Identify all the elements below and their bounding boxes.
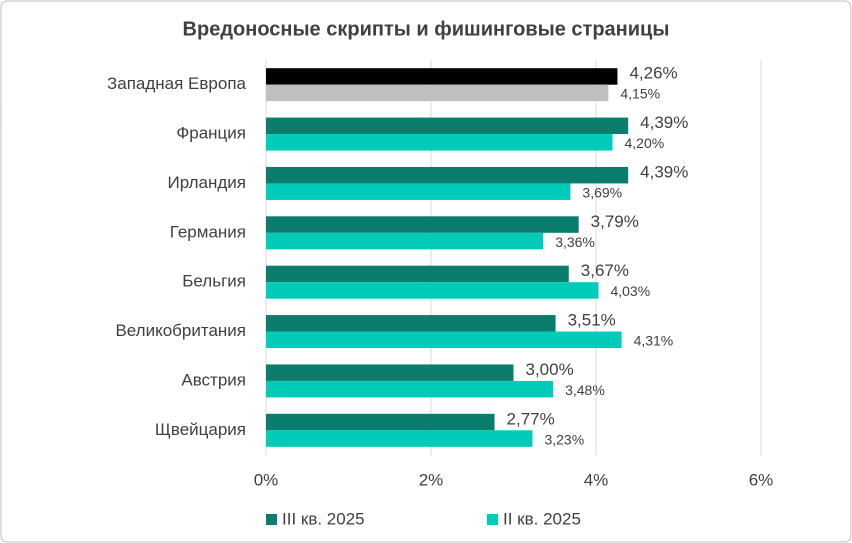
value-label: 3,51% [568,311,616,330]
value-label: 4,26% [629,64,677,83]
x-tick-label: 0% [254,470,279,489]
value-label: 4,31% [634,333,674,349]
bar [266,331,622,349]
x-tick-label: 4% [584,470,609,489]
chart-title: Вредоносные скрипты и фишинговые страниц… [183,18,670,40]
bar [266,216,579,233]
bar [266,183,571,200]
legend-label: II кв. 2025 [503,509,581,528]
x-tick-label: 2% [419,470,444,489]
bar [266,117,629,135]
legend-swatch [487,514,498,525]
value-label: 3,36% [555,234,595,250]
x-tick-label: 6% [749,470,774,489]
value-label: 2,77% [507,409,555,428]
y-tick-label: Западная Европа [107,74,247,93]
value-label: 3,79% [591,212,639,231]
y-tick-label: Бельгия [182,272,246,291]
y-tick-label: Ирландия [168,173,246,192]
legend-label: III кв. 2025 [282,509,365,528]
value-label: 4,39% [640,113,688,132]
bar [266,315,556,332]
bar [266,134,613,151]
bar [266,413,495,431]
bar [266,430,533,447]
y-tick-label: Щвейцария [155,420,246,439]
value-label: 4,39% [640,162,688,181]
value-label: 3,67% [581,261,629,280]
value-label: 4,20% [625,135,665,151]
bar [266,380,554,398]
value-label: 4,03% [610,283,650,299]
bar [266,364,514,381]
bar [266,84,609,102]
bar [266,265,569,283]
value-label: 3,48% [565,382,605,398]
y-tick-label: Франция [176,124,246,143]
value-label: 3,00% [526,360,574,379]
y-tick-label: Великобритания [115,321,246,340]
y-tick-label: Германия [170,222,246,241]
y-tick-label: Австрия [181,370,246,389]
value-label: 3,69% [582,184,622,200]
value-label: 3,23% [544,431,584,447]
bar [266,166,629,184]
bar [266,232,544,250]
bar [266,282,599,299]
legend-swatch [266,514,277,525]
value-label: 4,15% [620,86,660,102]
bar [266,68,618,85]
